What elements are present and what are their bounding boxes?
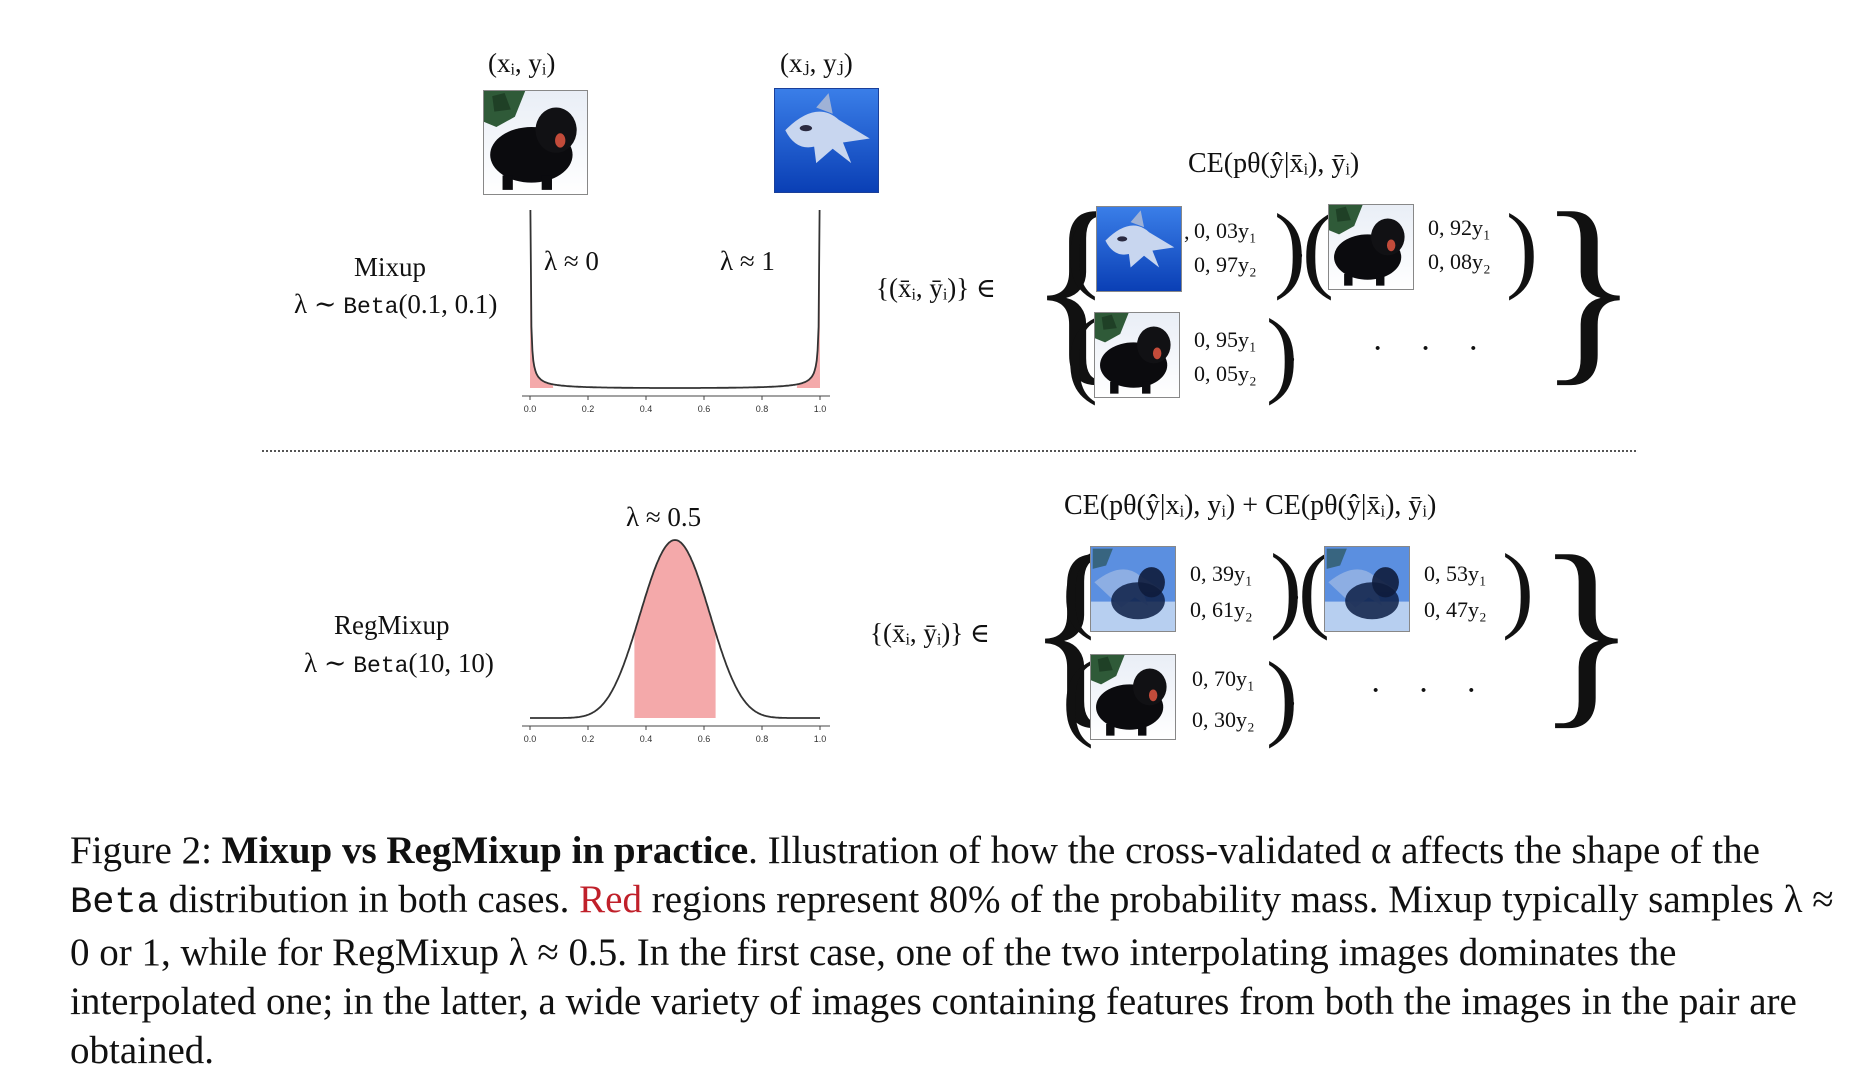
ce-label-bottom: CE(pθ(ŷ|xᵢ), yᵢ) + CE(pθ(ŷ|x̄ᵢ), ȳᵢ): [1064, 490, 1437, 521]
item-bottom-coeff: 0, 97y₂: [1194, 252, 1257, 277]
lambda-mid-label: λ ≈ 0.5: [626, 502, 702, 532]
item-bottom-coeff: 0, 47y₂: [1424, 597, 1487, 622]
shaded-region: [796, 210, 820, 388]
x-tick-label: 0.8: [756, 404, 769, 414]
item-bottom-coeff: 0, 08y₂: [1428, 249, 1491, 274]
item-image-shark: [1096, 206, 1182, 292]
dist-prefix: λ ∼: [304, 648, 354, 678]
caption-text-1: . Illustration of how the cross-validate…: [748, 829, 1760, 872]
x-tick-label: 0.0: [524, 734, 537, 744]
density-curve: [529, 209, 821, 389]
paren-open: (: [1062, 642, 1094, 749]
caption-text-2: distribution in both cases.: [158, 878, 580, 921]
item-top-coeff: 0, 70y₁: [1192, 666, 1255, 691]
x-tick-label: 0.6: [698, 734, 711, 744]
comma: ,: [1524, 576, 1530, 601]
paren-close: ): [1502, 534, 1534, 641]
dist-name: Beta: [343, 294, 399, 320]
regmixup-distribution: λ ∼ Beta(10, 10): [304, 648, 494, 679]
comma: ,: [1298, 236, 1304, 261]
item-top-coeff: 0, 95y₁: [1194, 327, 1257, 352]
x-tick-label: 0.8: [756, 734, 769, 744]
pair-right-label: (xⱼ, yⱼ): [780, 48, 853, 78]
item-bottom-coeff: 0, 61y₂: [1190, 597, 1253, 622]
comma: ,: [1294, 578, 1300, 603]
caption-beta-word: Beta: [70, 882, 159, 924]
ellipsis-bottom: · · ·: [1370, 672, 1491, 709]
item-bottom-coeff: 0, 05y₂: [1194, 361, 1257, 386]
paren-close: ): [1270, 534, 1302, 641]
item-image-dog: [1090, 654, 1176, 740]
x-tick-label: 0.4: [640, 404, 653, 414]
right-brace-top: }: [1538, 171, 1639, 403]
regmixup-method-name: RegMixup: [334, 610, 450, 640]
item-image-mixed: [1090, 546, 1176, 632]
caption-fig-label: Figure 2:: [70, 829, 222, 872]
paren-close: ): [1266, 642, 1298, 749]
shaded-region: [530, 210, 554, 388]
comma: ,: [1528, 232, 1534, 257]
x-tick-label: 0.0: [524, 404, 537, 414]
x-tick-label: 0.2: [582, 734, 595, 744]
item-image-mixed: [1324, 546, 1410, 632]
mixup-distribution: λ ∼ Beta(0.1, 0.1): [294, 289, 497, 320]
paren-open: (: [1066, 299, 1098, 406]
comma: ,: [1290, 340, 1296, 365]
paren-close: ): [1506, 194, 1538, 301]
paren-open: (: [1062, 534, 1094, 641]
paren-close: ): [1274, 194, 1306, 301]
x-tick-label: 0.2: [582, 404, 595, 414]
item-top-coeff: 0, 53y₁: [1424, 561, 1487, 586]
dist-params: (0.1, 0.1): [398, 289, 498, 319]
mixup-method-name: Mixup: [354, 252, 427, 282]
item-image-dog: [1328, 204, 1414, 290]
item-image-dog: [1094, 312, 1180, 398]
density-curve: [530, 539, 820, 719]
beta-chart-regmixup: 0.0 0.2 0.4 0.6 0.8 1.0: [522, 539, 830, 744]
shaded-region: [634, 540, 716, 718]
x-tick-label: 0.6: [698, 404, 711, 414]
figure-caption: Figure 2: Mixup vs RegMixup in practice.…: [70, 826, 1850, 1075]
caption-red-word: Red: [579, 878, 642, 921]
shark-image: [774, 88, 879, 193]
paren-open: (: [1066, 194, 1098, 301]
item-bottom-coeff: 0, 30y₂: [1192, 707, 1255, 732]
caption-text-3: regions represent 80% of the probability…: [70, 878, 1834, 1072]
item-top-coeff: 0, 92y₁: [1428, 215, 1491, 240]
dist-name: Beta: [353, 653, 409, 679]
comma: ,: [1290, 684, 1296, 709]
x-tick-label: 0.4: [640, 734, 653, 744]
dist-params: (10, 10): [408, 648, 494, 678]
x-tick-label: 1.0: [814, 734, 827, 744]
lambda-left-label: λ ≈ 0: [544, 246, 599, 276]
caption-title: Mixup vs RegMixup in practice: [221, 829, 749, 872]
pair-left-label: (xᵢ, yᵢ): [488, 48, 556, 78]
lambda-right-label: λ ≈ 1: [720, 246, 775, 276]
set-label-top: {(x̄ᵢ, ȳᵢ)} ∈: [876, 273, 996, 303]
item-coeffs: ,: [1184, 219, 1190, 244]
dog-image: [483, 90, 588, 195]
section-separator: [262, 450, 1636, 452]
right-brace-bottom: }: [1536, 514, 1637, 746]
set-label-bottom: {(x̄ᵢ, ȳᵢ)} ∈: [870, 618, 990, 648]
dist-prefix: λ ∼: [294, 289, 344, 319]
ellipsis-top: · · ·: [1372, 330, 1493, 367]
beta-chart-mixup: 0.0 0.2 0.4 0.6 0.8 1.0: [522, 209, 830, 414]
paren-close: ): [1266, 299, 1298, 406]
item-top-coeff: 0, 03y₁: [1194, 218, 1257, 243]
item-top-coeff: 0, 39y₁: [1190, 561, 1253, 586]
x-tick-label: 1.0: [814, 404, 827, 414]
ce-label-top: CE(pθ(ŷ|x̄ᵢ), ȳᵢ): [1188, 148, 1360, 179]
